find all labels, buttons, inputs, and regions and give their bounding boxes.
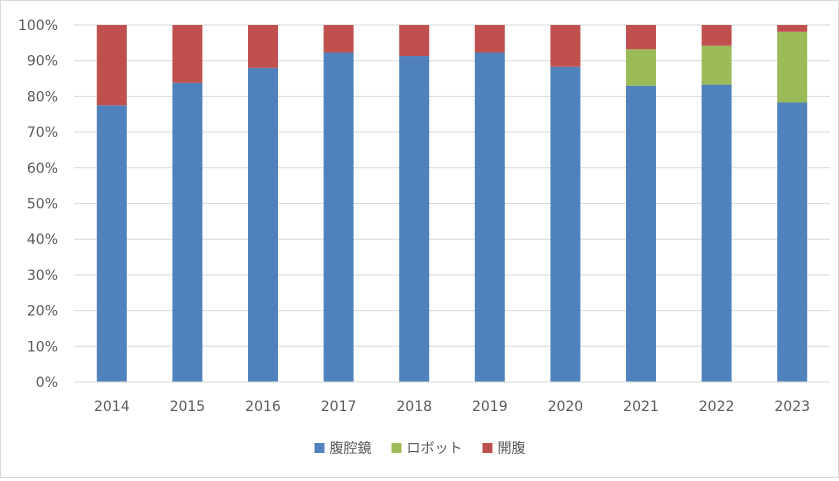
y-tick-label: 90% xyxy=(27,54,58,70)
bar-segment xyxy=(248,67,278,382)
legend-label: ロボット xyxy=(407,441,463,457)
x-tick-label: 2022 xyxy=(699,399,735,415)
x-tick-label: 2014 xyxy=(94,399,130,415)
y-axis: 0% 10% 20% 30% 40% 50% 60% 70% 80% 90% 100% xyxy=(18,18,58,391)
y-tick-label: 40% xyxy=(27,232,58,248)
bar-segment xyxy=(172,82,203,383)
bar-segment xyxy=(701,45,732,85)
bar-segment xyxy=(701,25,732,46)
x-tick-label: 2017 xyxy=(321,399,357,415)
bar-segment xyxy=(626,49,656,86)
bar-segment xyxy=(777,31,808,103)
legend-label: 開腹 xyxy=(498,440,526,457)
y-tick-label: 100% xyxy=(18,18,58,34)
legend-swatch xyxy=(482,443,493,453)
y-tick-label: 10% xyxy=(27,339,58,355)
y-tick-label: 60% xyxy=(27,161,58,177)
bar-segment xyxy=(626,85,656,382)
bar-segment xyxy=(474,52,505,382)
x-tick-label: 2015 xyxy=(170,399,206,415)
bar-segment xyxy=(323,52,354,382)
bar-segment xyxy=(323,25,354,53)
y-tick-label: 50% xyxy=(27,197,58,213)
x-tick-label: 2021 xyxy=(623,399,659,415)
x-tick-label: 2016 xyxy=(245,399,281,415)
x-tick-label: 2020 xyxy=(548,399,584,415)
legend: 腹腔鏡 ロボット 開腹 xyxy=(314,440,526,457)
legend-swatch xyxy=(314,443,325,453)
bar-segment xyxy=(248,25,278,68)
bar-segment xyxy=(550,25,581,67)
y-tick-label: 80% xyxy=(27,89,58,105)
bar-segment xyxy=(399,25,430,57)
x-tick-label: 2023 xyxy=(774,399,810,415)
legend-label: 腹腔鏡 xyxy=(330,440,372,457)
y-tick-label: 0% xyxy=(36,375,58,391)
bars xyxy=(96,25,808,383)
legend-item: ロボット xyxy=(391,441,463,457)
bar-segment xyxy=(172,25,203,83)
bar-segment xyxy=(777,102,808,383)
y-tick-label: 70% xyxy=(27,125,58,141)
bar-segment xyxy=(550,66,581,383)
x-tick-label: 2018 xyxy=(396,399,432,415)
bar-segment xyxy=(96,25,127,106)
x-axis: 2014 2015 2016 2017 2018 2019 2020 2021 2022 2023 xyxy=(74,381,830,415)
bar-segment xyxy=(399,56,430,383)
bar-segment xyxy=(96,105,127,382)
y-tick-label: 30% xyxy=(27,268,58,284)
bar-segment xyxy=(701,84,732,382)
bar-segment xyxy=(777,25,808,32)
legend-item: 腹腔鏡 xyxy=(314,440,372,457)
bar-segment xyxy=(626,25,656,50)
y-tick-label: 20% xyxy=(27,304,58,320)
x-tick-label: 2019 xyxy=(472,399,508,415)
legend-item: 開腹 xyxy=(482,440,526,457)
bar-segment xyxy=(474,25,505,53)
legend-swatch xyxy=(391,443,402,453)
